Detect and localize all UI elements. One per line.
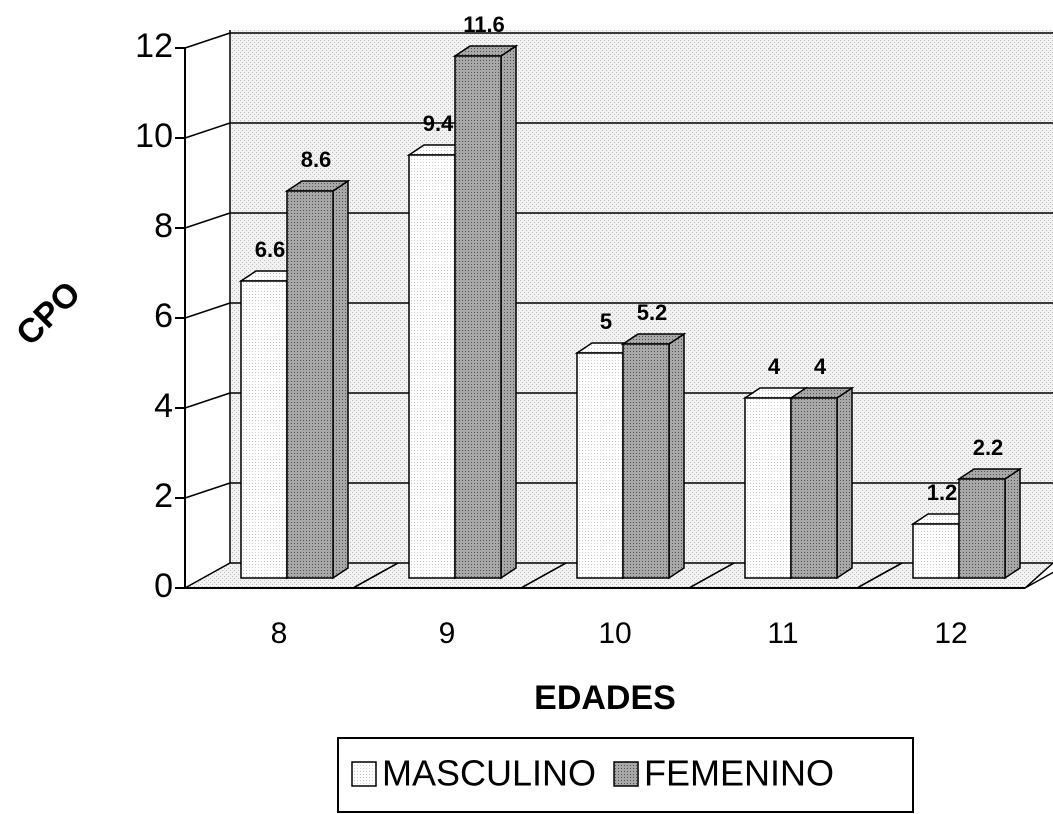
x-tick-label: 11 [767, 617, 798, 650]
grid-diagonal [184, 32, 231, 49]
x-tick-label: 8 [271, 617, 288, 650]
data-label: 6.6 [255, 237, 286, 262]
bar [408, 154, 456, 579]
y-tick-label: 2 [154, 477, 173, 515]
bar-side [500, 44, 517, 580]
x-tick-label: 10 [598, 617, 631, 650]
y-axis-label: CPO [9, 274, 88, 353]
bar [576, 352, 624, 579]
y-tick-label: 6 [154, 297, 173, 335]
grid-diagonal [184, 122, 231, 139]
x-tick-label: 9 [439, 617, 456, 650]
y-tick-label: 8 [154, 207, 173, 245]
data-label: 4 [768, 354, 781, 379]
data-label: 2.2 [973, 435, 1004, 460]
x-tick-label: 12 [934, 617, 967, 650]
x-tick [856, 562, 903, 589]
bar [622, 343, 670, 579]
bar-side [332, 179, 349, 580]
x-tick [688, 562, 735, 589]
legend-label: MASCULINO [382, 753, 596, 794]
bar-side [668, 332, 685, 580]
data-label: 5 [600, 309, 612, 334]
bar [286, 190, 334, 579]
data-label: 1.2 [927, 480, 958, 505]
bar [958, 478, 1006, 579]
grid-diagonal [184, 302, 231, 319]
grid-diagonal [184, 482, 231, 499]
legend-swatch [351, 761, 377, 787]
x-tick [520, 562, 567, 589]
x-tick-diag [1024, 571, 1053, 589]
data-label: 11.6 [463, 12, 505, 37]
grid-diagonal [184, 392, 231, 409]
bar [454, 55, 502, 579]
y-tick-label: 10 [135, 117, 173, 155]
bar [240, 280, 288, 579]
y-tick-label: 4 [154, 387, 173, 425]
x-axis-label: EDADES [534, 679, 676, 717]
bar [912, 523, 960, 579]
data-label: 5.2 [637, 300, 668, 325]
x-tick [352, 562, 399, 589]
y-tick-label: 12 [135, 27, 173, 65]
data-label: 9.4 [423, 111, 454, 136]
bar-side [1004, 467, 1021, 580]
y-tick-label: 0 [154, 567, 173, 605]
legend-swatch [613, 761, 639, 787]
legend-label: FEMENINO [644, 753, 834, 794]
bar-side [836, 386, 853, 580]
bar [744, 397, 792, 579]
grid-diagonal [184, 212, 231, 229]
bar [790, 397, 838, 579]
data-label: 4 [814, 354, 827, 379]
data-label: 8.6 [301, 147, 332, 172]
